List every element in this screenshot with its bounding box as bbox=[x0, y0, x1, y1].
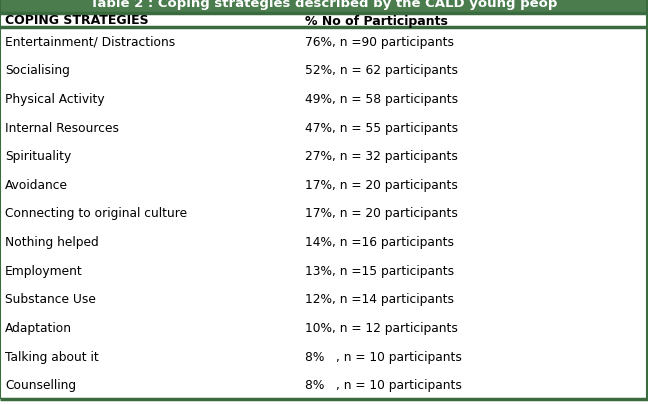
Text: Employment: Employment bbox=[5, 264, 83, 277]
Text: 8%   , n = 10 participants: 8% , n = 10 participants bbox=[305, 350, 462, 363]
Text: % No of Participants: % No of Participants bbox=[305, 15, 448, 28]
Text: COPING STRATEGIES: COPING STRATEGIES bbox=[5, 15, 148, 28]
Text: Spirituality: Spirituality bbox=[5, 150, 71, 163]
Text: Socialising: Socialising bbox=[5, 64, 70, 77]
Text: 47%, n = 55 participants: 47%, n = 55 participants bbox=[305, 122, 458, 134]
Text: Counselling: Counselling bbox=[5, 378, 76, 391]
Text: Connecting to original culture: Connecting to original culture bbox=[5, 207, 187, 220]
Text: 10%, n = 12 participants: 10%, n = 12 participants bbox=[305, 321, 458, 334]
Text: 17%, n = 20 participants: 17%, n = 20 participants bbox=[305, 207, 458, 220]
Text: Nothing helped: Nothing helped bbox=[5, 236, 98, 249]
Text: 27%, n = 32 participants: 27%, n = 32 participants bbox=[305, 150, 458, 163]
Text: Internal Resources: Internal Resources bbox=[5, 122, 119, 134]
Text: Talking about it: Talking about it bbox=[5, 350, 98, 363]
Text: Table 2 : Coping strategies described by the CALD young peop: Table 2 : Coping strategies described by… bbox=[90, 0, 558, 9]
Text: Physical Activity: Physical Activity bbox=[5, 93, 104, 106]
Text: Substance Use: Substance Use bbox=[5, 293, 96, 306]
Text: Avoidance: Avoidance bbox=[5, 179, 68, 192]
Text: Entertainment/ Distractions: Entertainment/ Distractions bbox=[5, 36, 175, 49]
Text: 52%, n = 62 participants: 52%, n = 62 participants bbox=[305, 64, 458, 77]
Text: 8%   , n = 10 participants: 8% , n = 10 participants bbox=[305, 378, 462, 391]
Text: Adaptation: Adaptation bbox=[5, 321, 72, 334]
Text: 12%, n =14 participants: 12%, n =14 participants bbox=[305, 293, 454, 306]
Bar bbox=[0, 14, 648, 28]
Text: 13%, n =15 participants: 13%, n =15 participants bbox=[305, 264, 454, 277]
Text: 49%, n = 58 participants: 49%, n = 58 participants bbox=[305, 93, 458, 106]
Text: 14%, n =16 participants: 14%, n =16 participants bbox=[305, 236, 454, 249]
Text: 76%, n =90 participants: 76%, n =90 participants bbox=[305, 36, 454, 49]
Text: 17%, n = 20 participants: 17%, n = 20 participants bbox=[305, 179, 458, 192]
Bar bbox=[0, 0, 648, 14]
